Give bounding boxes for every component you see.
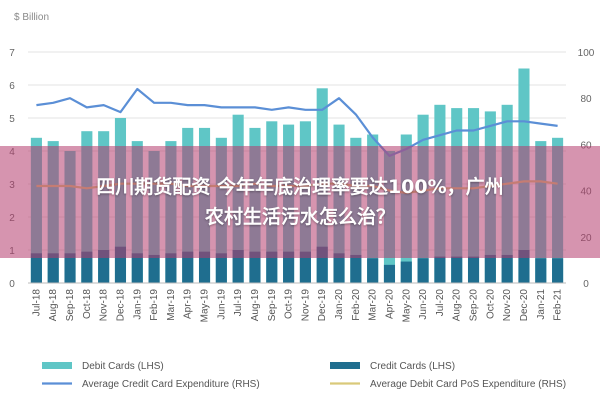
x-tick-label: Nov-19 — [300, 289, 311, 322]
x-tick-label: Jun-19 — [216, 289, 227, 320]
x-tick-label: Jun-20 — [418, 289, 429, 320]
x-tick-label: Aug-19 — [250, 289, 261, 322]
overlay-title-line-1: 四川期货配资 今年年底治理率要达100%，广州 — [96, 176, 504, 198]
x-tick-label: Jan-21 — [536, 289, 547, 320]
x-tick-label: Jan-19 — [132, 289, 143, 320]
right-tick-label: 60 — [580, 140, 592, 151]
x-tick-label: May-19 — [200, 289, 211, 323]
credit-expenditure-line — [36, 87, 558, 157]
x-tick-label: Mar-19 — [166, 289, 177, 321]
credit-bar — [131, 253, 143, 283]
credit-bar — [451, 256, 463, 283]
left-tick-label: 5 — [9, 114, 15, 125]
x-tick-label: Jan-20 — [334, 289, 345, 320]
credit-bar — [232, 250, 244, 283]
credit-bar — [333, 253, 345, 283]
credit-bar — [400, 261, 412, 283]
credit-bar — [98, 250, 110, 283]
overlay-title-line-2: 农村生活污水怎么治？ — [204, 206, 395, 228]
x-tick-label: Feb-20 — [351, 289, 362, 321]
credit-bar — [266, 251, 278, 283]
credit-bar — [501, 254, 513, 283]
credit-bar — [417, 258, 429, 283]
x-tick-label: May-20 — [401, 289, 412, 323]
credit-bar — [30, 253, 42, 283]
legend-label: Average Debit Card PoS Expenditure (RHS) — [370, 379, 566, 390]
legend-swatch — [42, 362, 72, 369]
credit-bar — [350, 254, 362, 283]
credit-bar — [484, 254, 496, 283]
credit-bar — [215, 253, 227, 283]
x-tick-label: Dec-20 — [519, 289, 530, 322]
x-tick-label: Oct-19 — [284, 289, 295, 319]
credit-bar — [283, 251, 295, 283]
x-tick-label: Jul-19 — [233, 289, 244, 317]
legend-label: Debit Cards (LHS) — [82, 361, 164, 372]
left-tick-label: 6 — [9, 81, 15, 92]
credit-bar — [64, 253, 76, 283]
x-tick-label: Dec-19 — [317, 289, 328, 322]
x-tick-label: Sep-18 — [65, 289, 76, 322]
credit-bar — [383, 264, 396, 283]
credit-bar — [535, 258, 547, 283]
credit-bar — [518, 250, 530, 283]
x-tick-label: Feb-19 — [149, 289, 160, 321]
x-tick-label: Apr-20 — [384, 289, 395, 319]
credit-bar — [316, 246, 328, 283]
credit-bar — [114, 246, 127, 283]
legend-label: Average Credit Card Expenditure (RHS) — [82, 379, 260, 390]
credit-bar — [148, 254, 160, 283]
x-tick-label: Oct-18 — [82, 289, 93, 319]
credit-bar — [249, 251, 261, 283]
legend-label: Credit Cards (LHS) — [370, 361, 455, 372]
left-tick-label: 0 — [9, 279, 15, 290]
credit-bar — [552, 258, 564, 283]
title-overlay: 四川期货配资 今年年底治理率要达100%，广州 农村生活污水怎么治？ — [0, 146, 600, 258]
credit-bar — [47, 253, 59, 283]
x-tick-label: Aug-18 — [48, 289, 59, 322]
x-tick-label: Dec-18 — [115, 289, 126, 322]
credit-bar — [165, 253, 177, 283]
credit-bar — [198, 251, 211, 283]
credit-bar — [81, 251, 93, 283]
left-axis-unit: $ Billion — [14, 12, 50, 23]
x-tick-label: Jul-20 — [435, 289, 446, 317]
x-tick-label: Sep-19 — [267, 289, 278, 322]
credit-bar — [367, 258, 379, 283]
credit-bar — [182, 251, 194, 283]
right-tick-label: 0 — [583, 279, 589, 290]
x-tick-label: Mar-20 — [368, 289, 379, 321]
credit-bar — [299, 251, 311, 283]
legend-swatch — [330, 362, 360, 369]
x-tick-label: Sep-20 — [469, 289, 480, 322]
right-tick-label: 100 — [578, 48, 595, 59]
x-tick-label: Jul-18 — [31, 289, 42, 317]
x-tick-label: Nov-20 — [502, 289, 513, 322]
x-tick-label: Nov-18 — [99, 289, 110, 322]
left-tick-label: 7 — [9, 48, 15, 59]
credit-bar — [467, 256, 480, 283]
x-tick-label: Apr-19 — [183, 289, 194, 319]
credit-bar — [434, 256, 446, 283]
x-tick-label: Oct-20 — [485, 289, 496, 319]
x-tick-label: Feb-21 — [553, 289, 564, 321]
x-tick-label: Aug-20 — [452, 289, 463, 322]
right-tick-label: 80 — [580, 94, 592, 105]
